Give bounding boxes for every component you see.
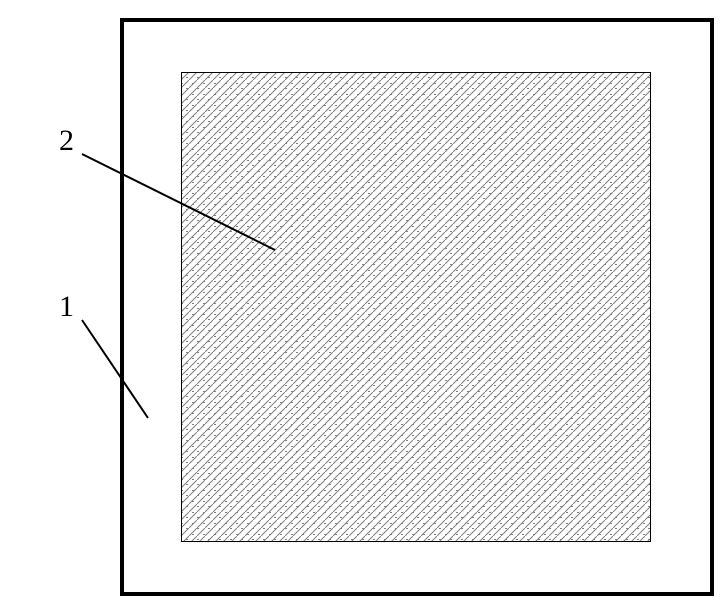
label-2: 2 (59, 124, 74, 158)
inner-square (181, 72, 651, 542)
diagram-root: 2 1 (0, 0, 722, 600)
label-1: 1 (59, 290, 74, 324)
